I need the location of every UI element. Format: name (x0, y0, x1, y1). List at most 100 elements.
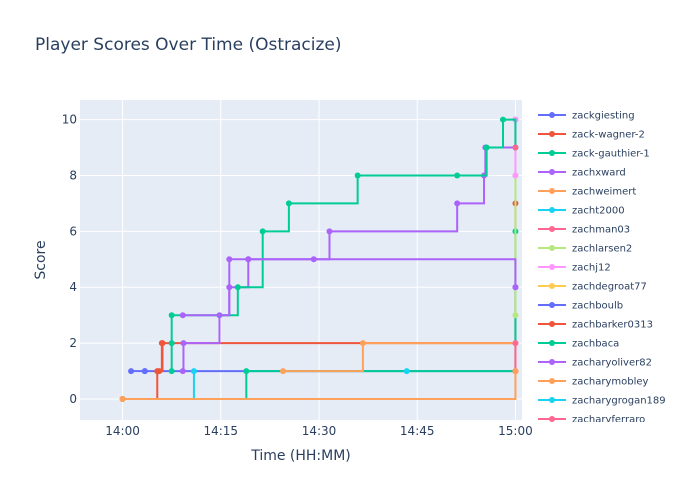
y-axis-title: Score (33, 240, 49, 279)
legend-label: zack-gauthier-1 (572, 149, 650, 160)
data-point (141, 368, 148, 375)
data-point (179, 312, 186, 319)
legend-marker (549, 226, 555, 232)
x-tick-label: 14:15 (203, 424, 238, 438)
legend-item: zacharymobley (538, 377, 649, 388)
data-point (359, 340, 366, 347)
legend-marker (549, 188, 555, 194)
data-point (128, 368, 135, 375)
data-point (354, 172, 361, 179)
x-tick-label: 15:00 (498, 424, 533, 438)
legend-label: zack-wagner-2 (572, 130, 645, 141)
legend-marker (549, 264, 555, 270)
legend-marker (549, 245, 555, 251)
legend-item: zachweimert (538, 187, 636, 198)
data-point (243, 368, 250, 375)
series-zacharyferraro (512, 144, 519, 151)
data-point (483, 144, 490, 151)
series-line (122, 371, 517, 401)
legend-label: zachweimert (572, 187, 636, 198)
x-axis-title: Time (HH:MM) (250, 448, 351, 464)
chart-title: Player Scores Over Time (Ostracize) (35, 35, 342, 55)
y-tick-label: 2 (69, 336, 77, 350)
legend: zackgiesting zack-wagner-2 zack-gauthier-1… (538, 111, 666, 426)
legend-marker (549, 302, 555, 308)
y-tick-label: 6 (69, 224, 77, 238)
legend-item: zacharyoliver82 (538, 358, 652, 369)
legend-marker (549, 169, 555, 175)
legend-item: zachj12 (538, 263, 611, 274)
legend-item: zachxward (538, 168, 626, 179)
series-line (182, 258, 517, 317)
legend-item: zachdegroat77 (538, 282, 647, 293)
data-point (454, 172, 461, 179)
data-point (156, 368, 163, 375)
y-tick-label: 8 (69, 168, 77, 182)
series-zacharyoliver82 (179, 256, 519, 319)
legend-item: zacharyferraro (538, 415, 645, 426)
data-point (226, 256, 233, 263)
legend-item: zack-wagner-2 (538, 130, 645, 141)
legend-marker (549, 397, 555, 403)
series-zacharymobley (119, 368, 519, 403)
x-tick-label: 14:00 (105, 424, 140, 438)
x-tick-label: 14:30 (302, 424, 337, 438)
legend-item: zacht2000 (538, 206, 625, 217)
data-point (512, 172, 519, 179)
data-point (512, 144, 519, 151)
data-point (454, 200, 461, 207)
data-point (500, 116, 507, 123)
legend-item: zachboulb (538, 301, 623, 312)
data-point (245, 256, 252, 263)
data-point (326, 228, 333, 235)
data-point (512, 284, 519, 291)
x-tick-label: 14:45 (400, 424, 435, 438)
legend-marker (549, 283, 555, 289)
data-point (285, 200, 292, 207)
series-group (119, 116, 519, 403)
legend-item: zachman03 (538, 225, 630, 236)
legend-marker (549, 112, 555, 118)
legend-marker (549, 359, 555, 365)
data-point (279, 368, 286, 375)
legend-label: zachlarsen2 (572, 244, 632, 255)
series-zachbarker0313 (156, 340, 165, 375)
data-point (512, 368, 519, 375)
legend-item: zacharygrogan189 (538, 396, 666, 407)
legend-label: zacharymobley (572, 377, 649, 388)
legend-marker (549, 150, 555, 156)
data-point (512, 340, 519, 347)
data-point (403, 368, 410, 375)
data-point (119, 396, 126, 403)
data-point (180, 340, 187, 347)
legend-label: zachbarker0313 (572, 320, 653, 331)
legend-label: zachxward (572, 168, 626, 179)
legend-item: zachbarker0313 (538, 320, 653, 331)
legend-label: zachbaca (572, 339, 619, 350)
data-point (168, 312, 175, 319)
legend-marker (549, 131, 555, 137)
legend-marker (549, 416, 555, 422)
legend-label: zacht2000 (572, 206, 625, 217)
legend-item: zachbaca (538, 339, 619, 350)
legend-label: zachman03 (572, 225, 630, 236)
legend-label: zacharyferraro (572, 415, 645, 426)
legend-marker (549, 340, 555, 346)
y-tick-label: 4 (69, 280, 77, 294)
series-zachboulb (128, 368, 148, 375)
legend-label: zachj12 (572, 263, 611, 274)
data-point (259, 228, 266, 235)
data-point (179, 368, 186, 375)
y-tick-label: 0 (69, 392, 77, 406)
data-point (190, 368, 197, 375)
legend-item: zachlarsen2 (538, 244, 632, 255)
legend-marker (549, 207, 555, 213)
data-point (168, 368, 175, 375)
data-point (168, 340, 175, 347)
series-zacharygrogan189 (403, 368, 410, 375)
legend-label: zacharyoliver82 (572, 358, 652, 369)
legend-label: zacharygrogan189 (572, 396, 666, 407)
data-point (234, 284, 241, 291)
